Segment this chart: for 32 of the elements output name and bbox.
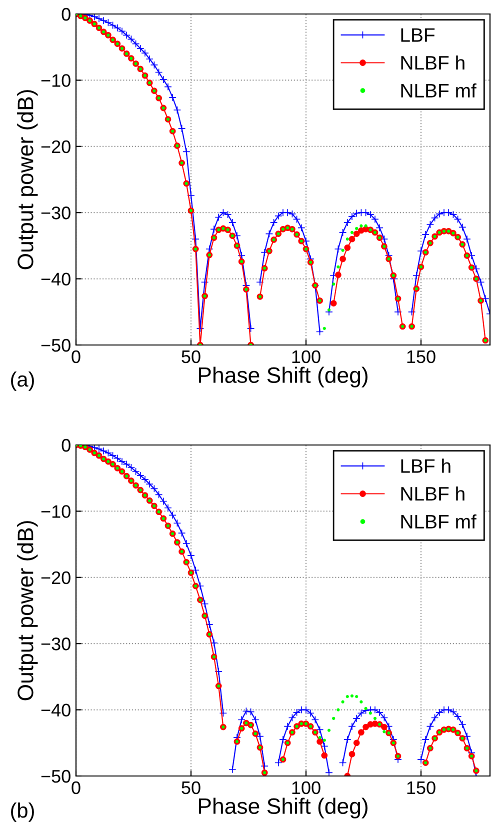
y-tick-label: −20	[41, 571, 70, 584]
x-tick-label: 0	[72, 781, 80, 794]
y-tick-label: 0	[62, 438, 70, 452]
legend-label: NLBF h	[401, 55, 464, 70]
y-tick-label: −50	[41, 770, 70, 783]
text: (a)	[11, 371, 34, 391]
y-tick-label: −40	[41, 272, 70, 286]
x-tick-label: 0	[72, 350, 80, 364]
y-axis-title: Output power (dB)	[17, 90, 38, 270]
x-tick-label: 50	[182, 350, 200, 364]
legend-label: NLBF mf	[401, 83, 476, 98]
y-tick-label: −10	[41, 505, 70, 518]
y-tick-label: 0	[62, 8, 70, 21]
x-tick-label: 150	[407, 350, 436, 364]
y-axis-title: Output power (dB)	[17, 521, 38, 700]
x-tick-label: 150	[407, 781, 436, 794]
y-tick-label: −10	[41, 74, 70, 87]
y-tick-label: −30	[41, 638, 70, 650]
y-tick-label: −20	[41, 140, 70, 154]
x-tick-label: 100	[292, 781, 320, 794]
y-tick-label: −30	[41, 206, 70, 220]
legend-label: NLBF h	[401, 486, 464, 501]
legend-label: LBF	[401, 28, 435, 42]
x-tick-label: 50	[182, 781, 200, 794]
y-tick-label: −50	[41, 338, 70, 352]
y-tick-label: −40	[41, 704, 70, 717]
legend-label: LBF h	[401, 458, 450, 473]
x-tick-label: 100	[292, 350, 320, 364]
legend-label: NLBF mf	[401, 514, 476, 528]
text: (b)	[11, 802, 34, 822]
x-axis-title: Phase Shift (deg)	[198, 366, 368, 388]
x-axis-title: Phase Shift (deg)	[198, 798, 368, 818]
